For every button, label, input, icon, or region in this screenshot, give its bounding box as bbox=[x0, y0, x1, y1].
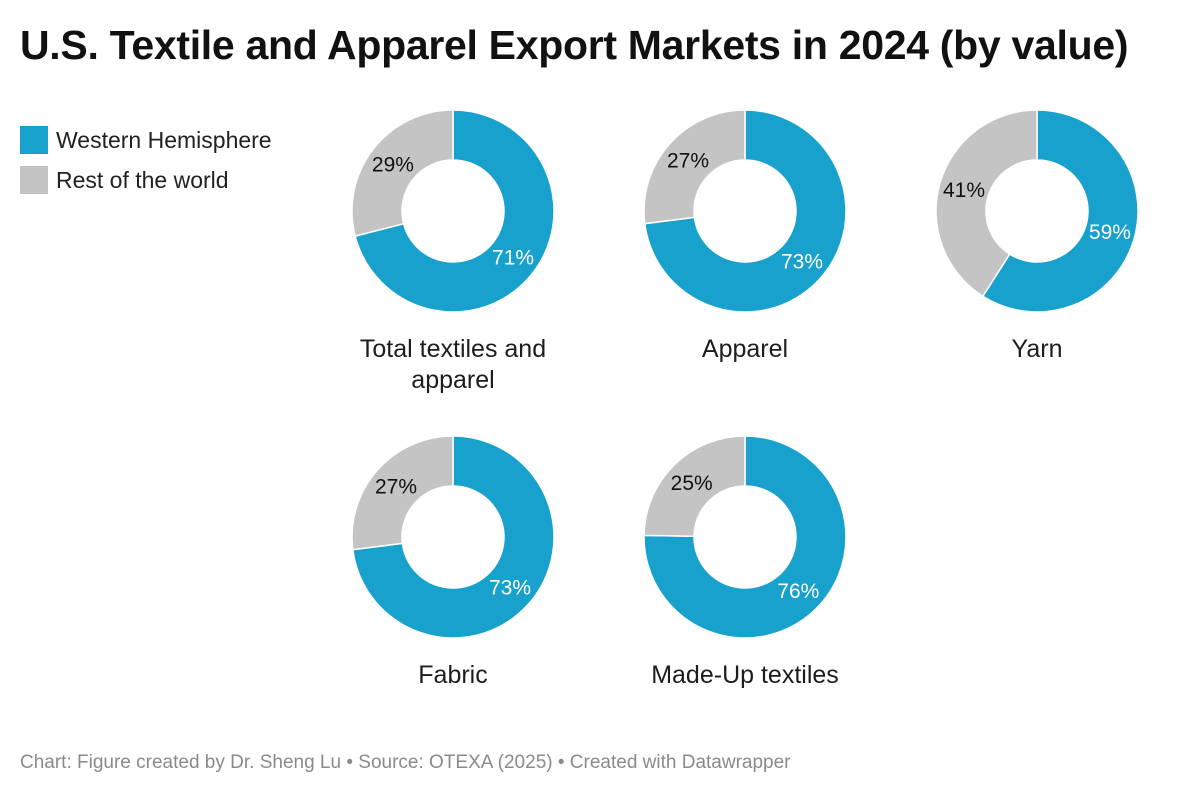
slice-value-label: 71% bbox=[492, 247, 534, 270]
donut-slice-western-hemisphere bbox=[351, 435, 555, 639]
donut-2: 59% 41% Yarn bbox=[935, 109, 1139, 363]
legend-swatch bbox=[20, 126, 48, 154]
donut-category-label: Fabric bbox=[418, 661, 487, 689]
donut-slice-rest-of-world bbox=[351, 109, 454, 238]
slice-value-label: 76% bbox=[777, 580, 819, 603]
slice-value-label: 73% bbox=[489, 576, 531, 599]
donut-category-label: Total textiles and bbox=[360, 335, 546, 363]
slice-value-label: 59% bbox=[1089, 221, 1131, 244]
slice-value-label: 27% bbox=[375, 476, 417, 499]
donut-slice-rest-of-world bbox=[935, 109, 1038, 298]
donut-3: 73% 27% Fabric bbox=[351, 435, 555, 689]
donut-slice-rest-of-world bbox=[643, 109, 746, 225]
slice-value-label: 27% bbox=[667, 150, 709, 173]
legend: Western Hemisphere Rest of the world bbox=[20, 120, 272, 200]
donut-slice-western-hemisphere bbox=[981, 109, 1139, 313]
donut-category-label: Yarn bbox=[1012, 335, 1063, 363]
donut-slice-rest-of-world bbox=[351, 435, 454, 551]
legend-label: Rest of the world bbox=[56, 166, 229, 193]
donut-slice-western-hemisphere bbox=[354, 109, 555, 313]
slice-value-label: 29% bbox=[372, 153, 414, 176]
legend-swatch bbox=[20, 166, 48, 194]
donut-0: 71% 29% Total textiles and apparel bbox=[351, 109, 555, 394]
donut-slice-western-hemisphere bbox=[643, 435, 847, 639]
donut-4: 76% 25% Made-Up textiles bbox=[643, 435, 847, 689]
legend-item-western-hemisphere: Western Hemisphere bbox=[20, 120, 272, 160]
chart-title: U.S. Textile and Apparel Export Markets … bbox=[20, 22, 1129, 68]
donut-category-label: apparel bbox=[411, 366, 494, 394]
legend-label: Western Hemisphere bbox=[56, 126, 272, 153]
legend-item-rest-of-world: Rest of the world bbox=[20, 160, 272, 200]
slice-value-label: 41% bbox=[943, 179, 985, 202]
slice-value-label: 25% bbox=[671, 472, 713, 495]
donut-category-label: Apparel bbox=[702, 335, 788, 363]
donut-category-label: Made-Up textiles bbox=[651, 661, 839, 689]
footer-credits: Chart: Figure created by Dr. Sheng Lu • … bbox=[20, 752, 791, 773]
donut-slice-western-hemisphere bbox=[643, 109, 847, 313]
slice-value-label: 73% bbox=[781, 250, 823, 273]
donut-1: 73% 27% Apparel bbox=[643, 109, 847, 363]
donut-slice-rest-of-world bbox=[643, 435, 746, 537]
